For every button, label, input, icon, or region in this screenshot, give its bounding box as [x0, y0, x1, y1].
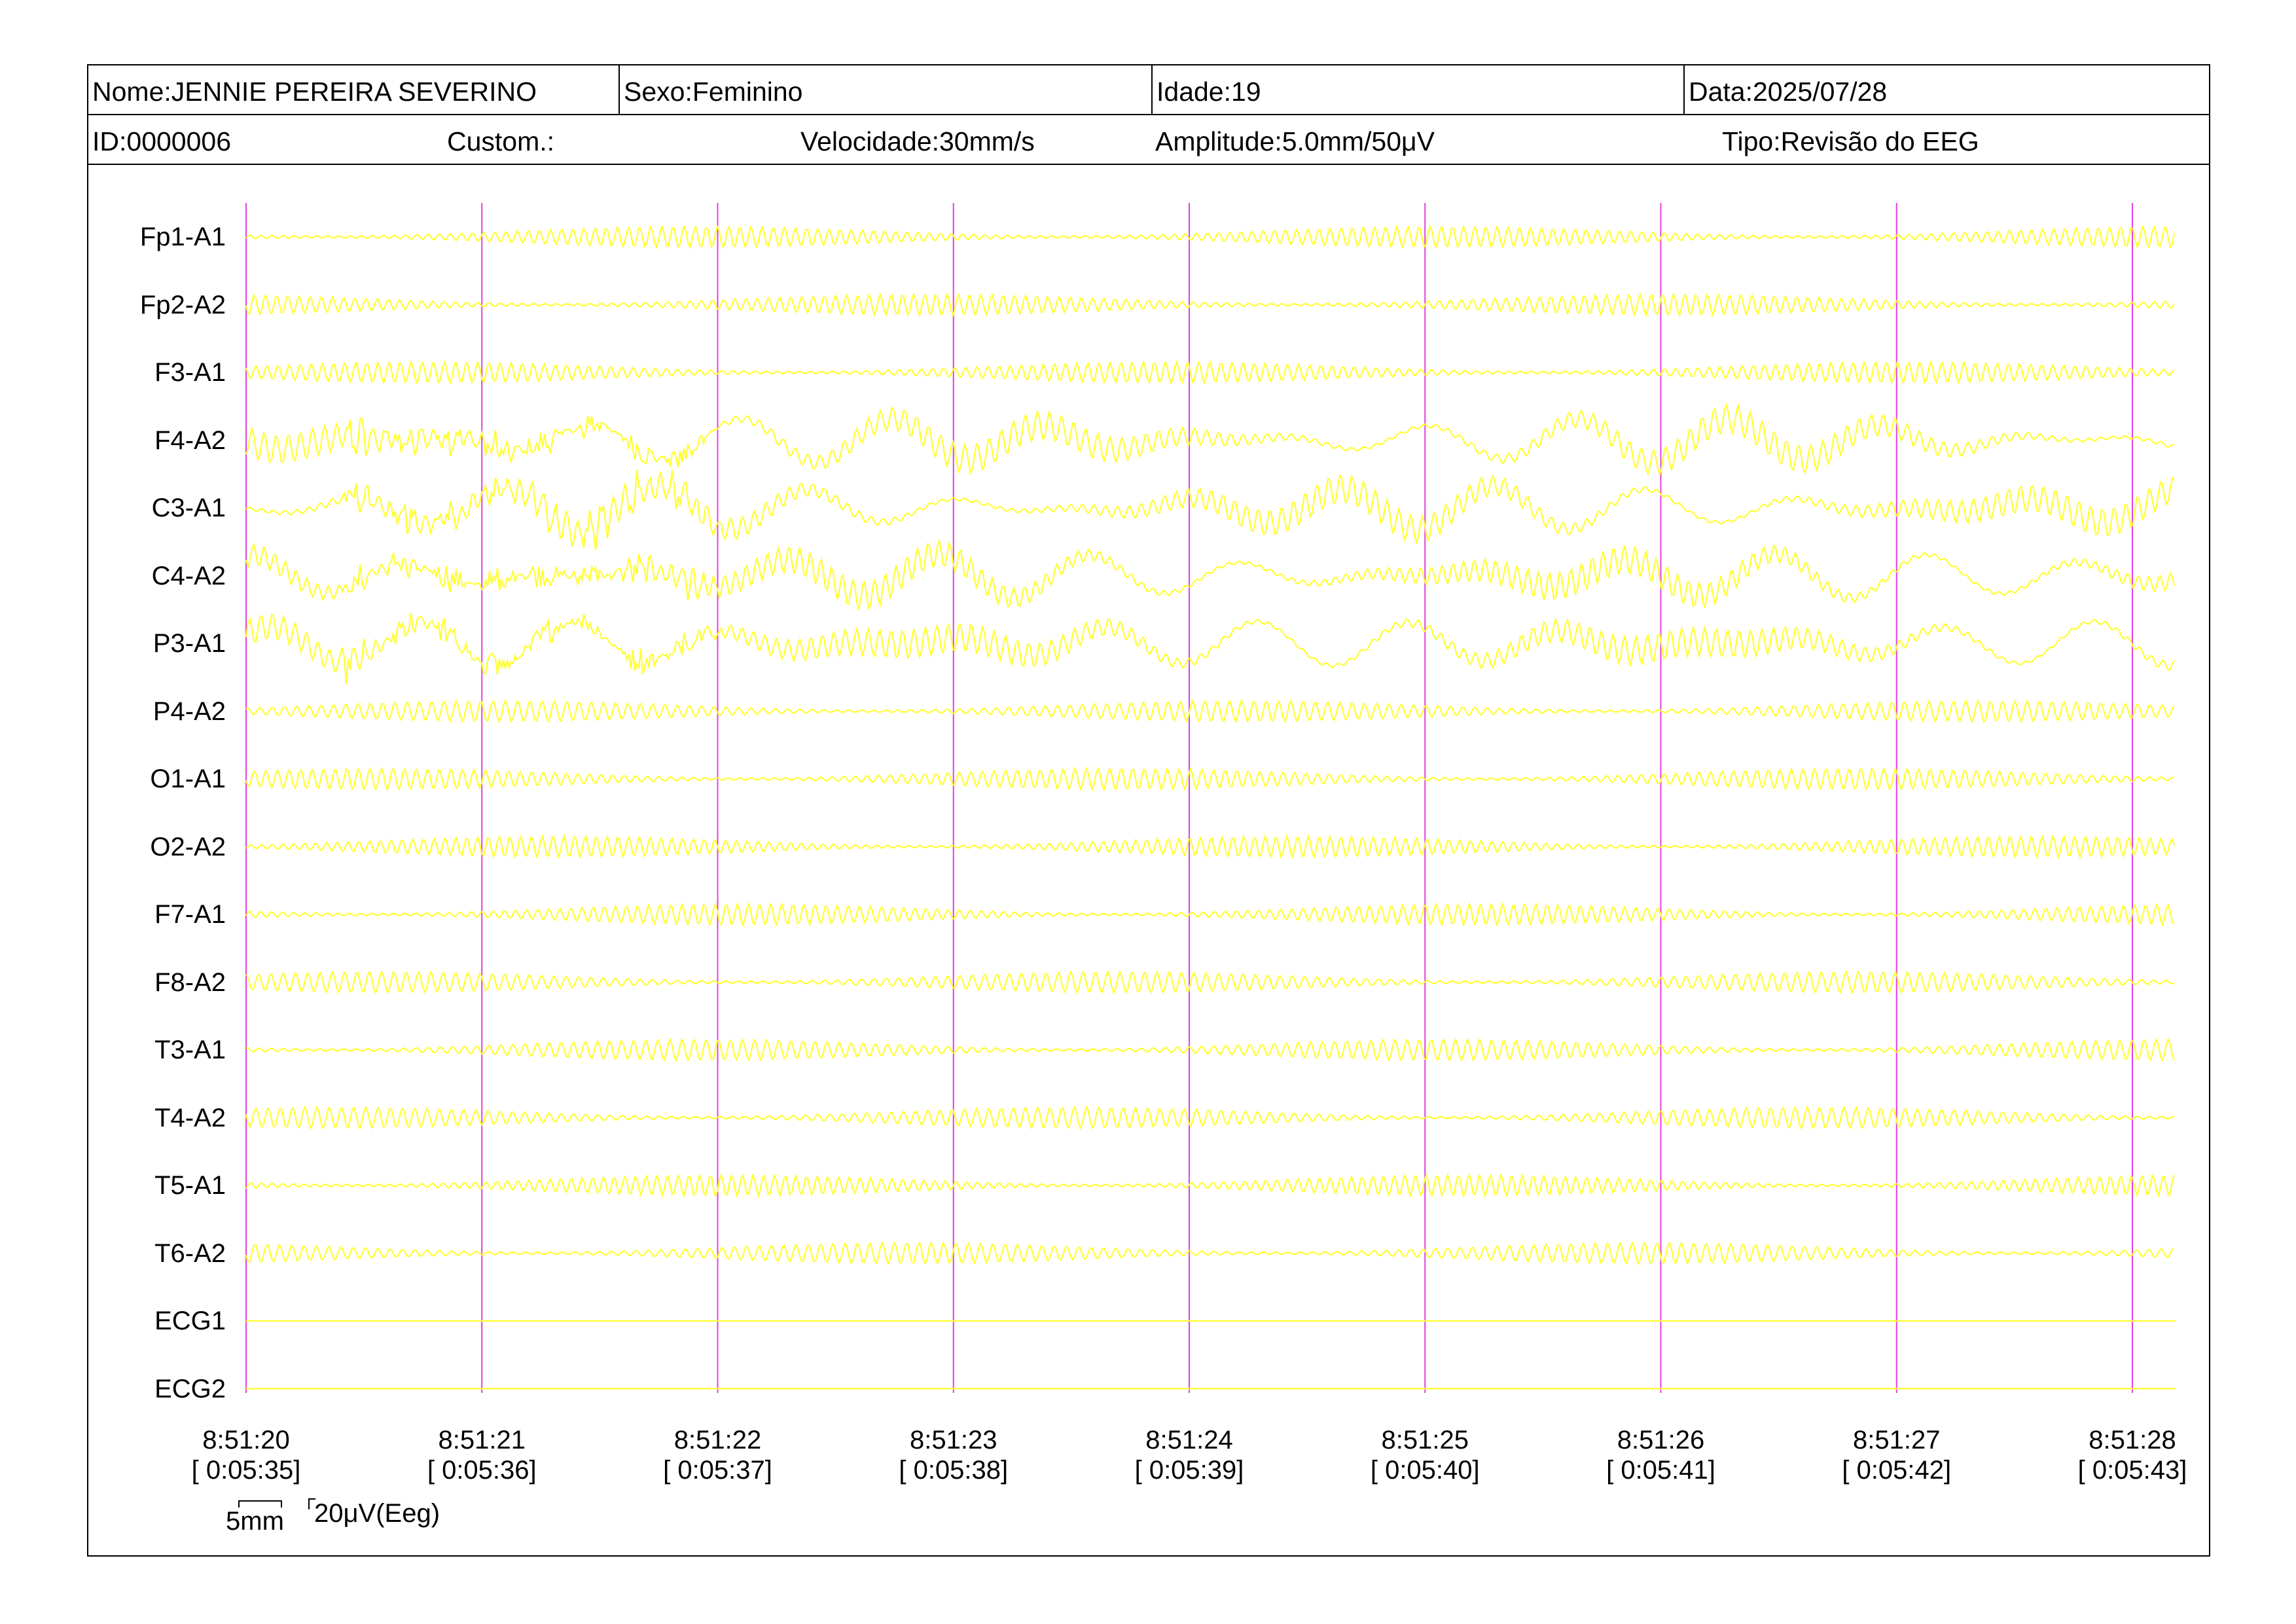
channel-label: O1-A1 [150, 765, 226, 793]
time-tick-clock: 8:51:26 [1617, 1426, 1705, 1454]
channel-label: O2-A2 [150, 832, 226, 861]
header-row-2: ID:0000006 Custom.: Velocidade:30mm/s Am… [88, 115, 2209, 165]
channel-trace [245, 766, 2175, 792]
time-tick-elapsed: [ 0:05:36] [427, 1456, 537, 1485]
header-divider [1151, 65, 1153, 115]
time-tick-clock: 8:51:28 [2089, 1426, 2176, 1454]
channel-trace [245, 901, 2175, 928]
channel-label: F8-A2 [154, 967, 226, 997]
time-tick-clock: 8:51:21 [438, 1426, 526, 1454]
time-tick-clock: 8:51:25 [1381, 1426, 1469, 1454]
header-row-1: Nome:JENNIE PEREIRA SEVERINO Sexo:Femini… [88, 65, 2209, 115]
channel-trace [245, 698, 2175, 724]
time-tick-clock: 8:51:22 [673, 1426, 762, 1454]
time-tick-elapsed: [ 0:05:41] [1606, 1456, 1715, 1485]
report-frame: Nome:JENNIE PEREIRA SEVERINO Sexo:Femini… [87, 64, 2210, 1557]
patient-sex: Sexo:Feminino [624, 77, 803, 107]
channel-label: C3-A1 [151, 494, 226, 522]
patient-name: Nome:JENNIE PEREIRA SEVERINO [92, 77, 537, 107]
channel-trace [245, 613, 2175, 684]
channel-label: F3-A1 [154, 358, 226, 387]
time-tick-elapsed: [ 0:05:35] [191, 1456, 301, 1485]
time-tick-clock: 8:51:20 [202, 1426, 290, 1454]
channel-trace [245, 834, 2176, 860]
channel-trace [245, 402, 2175, 477]
header-divider [1683, 65, 1685, 115]
amplitude-setting: Amplitude:5.0mm/50μV [1155, 126, 1435, 156]
channel-label: F7-A1 [154, 900, 226, 929]
channel-label: ECG2 [154, 1374, 226, 1403]
channel-trace [245, 538, 2176, 610]
channel-trace [245, 224, 2176, 250]
channel-trace [245, 969, 2175, 995]
speed-setting: Velocidade:30mm/s [800, 126, 1035, 156]
channel-trace [245, 469, 2175, 550]
patient-id: ID:0000006 [92, 126, 232, 156]
channel-trace [245, 359, 2175, 386]
channel-trace [245, 292, 2175, 317]
channel-label: Fp1-A1 [139, 223, 226, 251]
time-tick-clock: 8:51:23 [910, 1426, 997, 1454]
channel-trace [245, 1172, 2176, 1199]
time-tick-elapsed: [ 0:05:38] [899, 1456, 1009, 1485]
channel-trace [245, 1240, 2175, 1266]
channel-label: Fp2-A2 [139, 290, 226, 319]
time-tick-elapsed: [ 0:05:42] [1842, 1456, 1952, 1485]
channel-label: T4-A2 [154, 1103, 226, 1132]
channel-label: T3-A1 [154, 1036, 226, 1064]
time-tick-clock: 8:51:27 [1853, 1426, 1941, 1454]
time-tick-elapsed: [ 0:05:43] [2077, 1456, 2187, 1485]
time-tick-elapsed: [ 0:05:39] [1134, 1456, 1244, 1485]
channel-label: F4-A2 [154, 425, 226, 455]
time-tick-clock: 8:51:24 [1145, 1426, 1233, 1454]
record-date: Data:2025/07/28 [1689, 77, 1888, 107]
header-divider [619, 65, 620, 115]
scale-amplitude-label: 20μV(Eeg) [314, 1499, 440, 1528]
time-tick-elapsed: [ 0:05:40] [1370, 1456, 1480, 1485]
channel-label: P3-A1 [152, 629, 226, 658]
channel-trace [245, 1105, 2175, 1130]
scale-time-label: 5mm [226, 1507, 284, 1536]
channel-label: C4-A2 [151, 561, 226, 590]
custom-field: Custom.: [447, 126, 555, 156]
channel-label: ECG1 [154, 1307, 226, 1335]
time-tick-elapsed: [ 0:05:37] [663, 1456, 772, 1485]
channel-trace [245, 1038, 2176, 1062]
channel-label: T6-A2 [154, 1238, 226, 1268]
channel-label: P4-A2 [152, 696, 226, 726]
patient-age: Idade:19 [1157, 77, 1261, 107]
review-type: Tipo:Revisão do EEG [1722, 126, 1979, 156]
channel-label: T5-A1 [154, 1171, 226, 1200]
